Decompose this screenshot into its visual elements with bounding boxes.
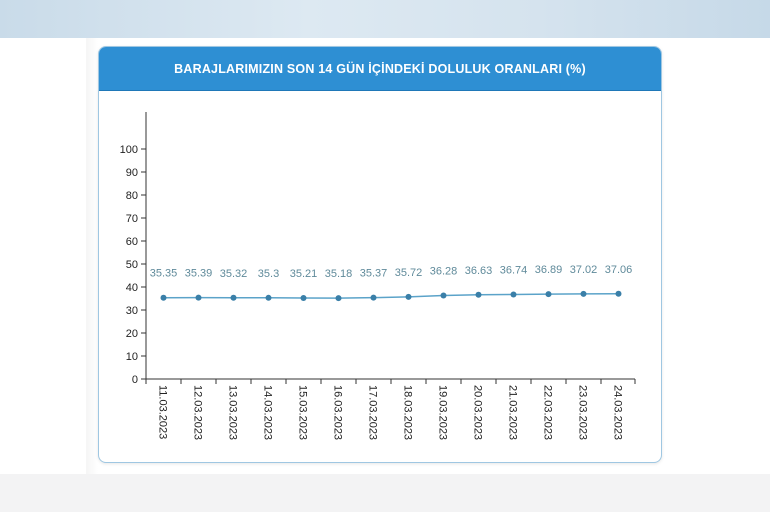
data-label: 36.74	[500, 264, 528, 276]
x-tick-label: 14.03.2023	[262, 385, 274, 440]
bottom-background-band	[0, 474, 770, 512]
x-tick-label: 17.03.2023	[367, 385, 379, 440]
x-tick-label: 13.03.2023	[227, 385, 239, 440]
top-background-band	[0, 0, 770, 38]
data-point	[195, 294, 202, 301]
x-tick-label: 22.03.2023	[542, 385, 554, 440]
data-label: 37.06	[605, 264, 633, 276]
y-tick-label: 30	[126, 305, 138, 317]
data-label: 35.35	[150, 268, 178, 280]
data-point	[265, 294, 272, 301]
data-point	[615, 290, 622, 297]
chart-title: BARAJLARIMIZIN SON 14 GÜN İÇİNDEKİ DOLUL…	[174, 61, 586, 76]
y-tick-label: 50	[126, 259, 138, 271]
data-point	[230, 294, 237, 301]
y-tick-label: 0	[132, 374, 138, 386]
y-tick-label: 90	[126, 167, 138, 179]
x-tick-label: 21.03.2023	[507, 385, 519, 440]
data-point	[510, 291, 517, 298]
data-point	[475, 291, 482, 298]
y-tick-label: 70	[126, 213, 138, 225]
y-tick-label: 60	[126, 236, 138, 248]
data-label: 35.21	[290, 268, 318, 280]
data-point	[300, 295, 307, 302]
y-tick-label: 80	[126, 190, 138, 202]
y-tick-label: 20	[126, 328, 138, 340]
chart-card: BARAJLARIMIZIN SON 14 GÜN İÇİNDEKİ DOLUL…	[98, 46, 662, 463]
data-label: 35.72	[395, 267, 423, 279]
x-tick-label: 23.03.2023	[577, 385, 589, 440]
x-tick-label: 20.03.2023	[472, 385, 484, 440]
x-tick-label: 19.03.2023	[437, 385, 449, 440]
data-label: 35.3	[258, 268, 279, 280]
data-label: 36.89	[535, 264, 563, 276]
x-tick-label: 24.03.2023	[612, 385, 624, 440]
data-point	[580, 290, 587, 297]
data-label: 35.39	[185, 268, 213, 280]
data-point	[440, 292, 447, 299]
x-tick-label: 12.03.2023	[192, 385, 204, 440]
y-tick-label: 100	[120, 144, 138, 156]
x-tick-label: 15.03.2023	[297, 385, 309, 440]
data-point	[370, 294, 377, 301]
data-point	[545, 291, 552, 298]
x-tick-label: 11.03.2023	[157, 385, 169, 439]
left-shadow	[86, 38, 98, 474]
data-label: 35.32	[220, 268, 248, 280]
data-point	[335, 295, 342, 302]
data-label: 35.18	[325, 268, 353, 280]
data-point	[405, 293, 412, 300]
y-tick-label: 10	[126, 351, 138, 363]
data-label: 36.28	[430, 266, 458, 278]
data-label: 35.37	[360, 268, 388, 280]
chart-header: BARAJLARIMIZIN SON 14 GÜN İÇİNDEKİ DOLUL…	[99, 47, 661, 91]
data-point	[160, 294, 167, 301]
x-tick-label: 18.03.2023	[402, 385, 414, 440]
data-label: 36.63	[465, 265, 493, 277]
data-label: 37.02	[570, 264, 598, 276]
series-line	[163, 293, 619, 299]
x-tick-label: 16.03.2023	[332, 385, 344, 440]
y-tick-label: 40	[126, 282, 138, 294]
